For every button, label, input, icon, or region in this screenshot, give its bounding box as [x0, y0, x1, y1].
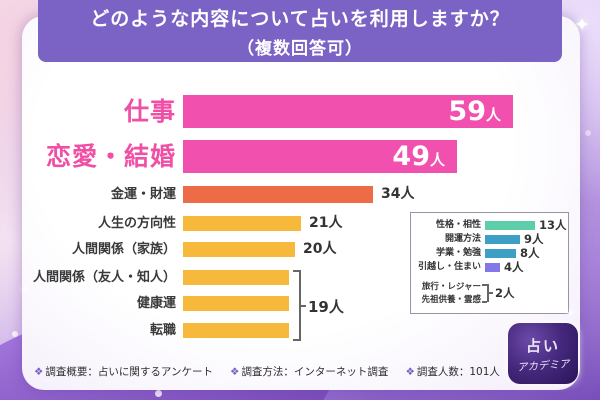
bracket-line — [293, 270, 299, 272]
legend-bracket-line — [482, 284, 487, 286]
bar-value: 34人 — [381, 186, 415, 202]
bokeh-dot — [12, 331, 18, 337]
legend-value: 8人 — [520, 246, 540, 260]
bar-value-unit: 人 — [485, 106, 501, 124]
diamond-bullet-icon: ❖ — [230, 366, 240, 378]
brand-logo-line1: 占い — [525, 336, 560, 355]
diamond-bullet-icon: ❖ — [34, 366, 44, 378]
sparkle-icon: ✦ — [574, 14, 590, 36]
bar-label: 仕事 — [123, 97, 176, 126]
footnote-text: 調査方法：インターネット調査 — [241, 366, 389, 378]
legend-value: 4人 — [504, 260, 524, 274]
bar — [183, 186, 373, 203]
bracket-line — [301, 305, 306, 307]
bar — [183, 270, 289, 285]
bar-value: 21人 — [309, 215, 343, 231]
legend-bar — [485, 249, 516, 258]
chart-title-line1: どのような内容について占いを利用しますか？ — [90, 7, 510, 30]
bar-value: 20人 — [303, 241, 337, 257]
legend-bar — [485, 221, 535, 230]
legend-label: 引越し・住まい — [417, 262, 481, 272]
chart-row: 健康運 — [0, 296, 600, 311]
chart-row: 恋愛・結婚 49人 — [0, 140, 600, 173]
legend-bracket-line — [488, 292, 493, 294]
legend-label: 先祖供養・霊感 — [421, 295, 481, 305]
bracket-line — [293, 339, 299, 341]
bokeh-dot — [585, 130, 591, 136]
footnote-text: 調査概要：占いに関するアンケート — [45, 366, 214, 378]
legend-label: 性格・相性 — [435, 220, 481, 230]
bar-label: 転職 — [149, 323, 176, 338]
chart-row: 人間関係（家族） 20人 — [0, 242, 600, 257]
bar — [183, 323, 289, 338]
group-value-label: 19人 — [308, 298, 344, 316]
bar-value-number: 49 — [392, 141, 430, 172]
bar-label: 人生の方向性 — [97, 216, 176, 231]
footnote-item: ❖ 調査方法：インターネット調査 — [230, 364, 388, 379]
bar-value-number: 59 — [448, 96, 486, 127]
bar-label: 金運・財運 — [110, 187, 176, 202]
bar — [183, 296, 289, 311]
chart-row: 人生の方向性 21人 — [0, 216, 600, 231]
bokeh-dot — [155, 390, 162, 397]
bar-value-unit: 人 — [429, 151, 445, 169]
bracket-line — [299, 270, 301, 341]
footnote-item: ❖ 調査人数：101人 — [405, 364, 499, 379]
survey-footnote: ❖ 調査概要：占いに関するアンケート ❖ 調査方法：インターネット調査 ❖ 調査人数：10… — [34, 364, 500, 379]
bar — [183, 242, 295, 257]
footnote-text: 調査人数：101人 — [416, 366, 500, 378]
bar-label: 健康運 — [136, 296, 176, 311]
bar: 49人 — [183, 140, 457, 173]
diamond-bullet-icon: ❖ — [405, 366, 415, 378]
legend-value: 13人 — [539, 218, 567, 232]
chart-row: 人間関係（友人・知人） — [0, 270, 600, 285]
bar-value: 59人 — [448, 95, 501, 132]
legend-label: 学業・勉強 — [435, 248, 481, 258]
legend-group-value: 2人 — [495, 286, 515, 300]
legend-label: 開運方法 — [444, 234, 481, 244]
bar: 59人 — [183, 95, 513, 128]
sparkle-icon: ✦ — [566, 307, 576, 320]
bar-label: 人間関係（家族） — [71, 242, 176, 257]
bar-value: 49人 — [392, 140, 445, 177]
chart-title-line2: （複数回答可） — [237, 38, 363, 59]
legend-label: 旅行・レジャー — [421, 282, 481, 292]
footnote-item: ❖ 調査概要：占いに関するアンケート — [34, 364, 213, 379]
chart-row: 金運・財運 34人 — [0, 186, 600, 203]
legend-box: 性格・相性 13人開運方法 9人学業・勉強 8人引越し・住まい 4人旅行・レジャー 先祖供… — [410, 212, 569, 314]
legend-bar — [485, 235, 520, 244]
legend-bracket-line — [487, 284, 489, 302]
content-panel — [22, 16, 580, 390]
bar — [183, 216, 301, 231]
bar-label: 人間関係（友人・知人） — [32, 270, 176, 285]
brand-logo: 占い アカデミア — [508, 323, 578, 384]
legend-bar — [485, 263, 500, 272]
sparkle-icon: ✦ — [20, 283, 31, 297]
chart-row: 仕事 59人 — [0, 95, 600, 128]
chart-title: どのような内容について占いを利用しますか？ （複数回答可） — [38, 0, 562, 62]
chart-row: 転職 — [0, 323, 600, 338]
bar-label: 恋愛・結婚 — [45, 142, 176, 171]
legend-bracket-line — [482, 301, 487, 303]
brand-logo-line2: アカデミア — [516, 357, 570, 374]
legend-value: 9人 — [524, 232, 544, 246]
